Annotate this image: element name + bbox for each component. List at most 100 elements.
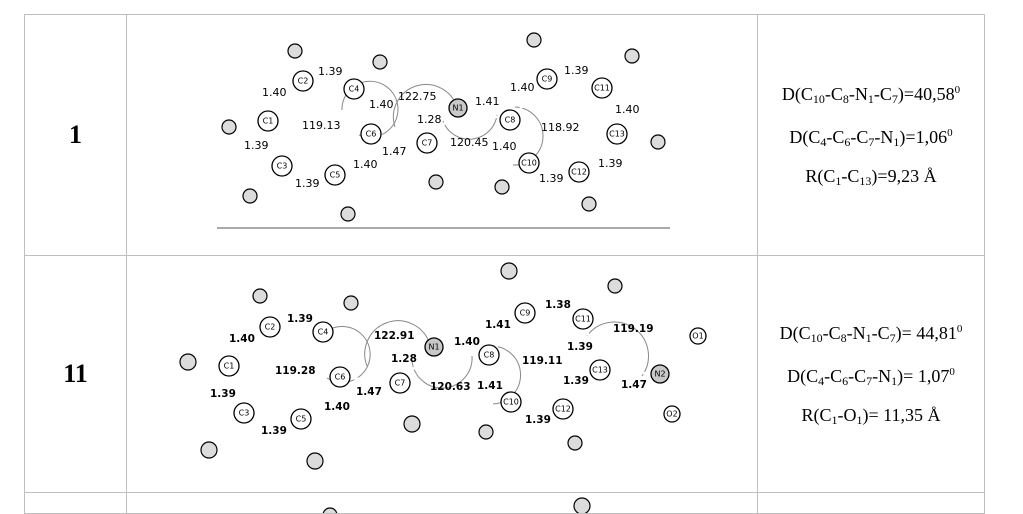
distance-c1-o1: R(C1-O1)= 11,35 Å: [801, 404, 941, 427]
atom-label: N2: [654, 370, 665, 379]
atom-label: C5: [296, 415, 307, 424]
svg-text:1.39: 1.39: [261, 425, 287, 437]
atom-label: C1: [224, 362, 235, 371]
svg-text:1.39: 1.39: [567, 341, 593, 353]
molecule-figure-1: C1 C2 C3 C4 C5 C6 C7 N1 C8: [126, 14, 758, 256]
svg-text:1.41: 1.41: [477, 380, 503, 392]
atom-label: C5: [330, 171, 341, 180]
svg-text:1.39: 1.39: [210, 388, 236, 400]
atom-label: C4: [318, 328, 329, 337]
atom-c9: [514, 302, 536, 324]
svg-text:1.47: 1.47: [382, 145, 407, 158]
dihedral-c10-c8-n1-c7: D(C10-C8-N1-C7)= 44,810: [779, 322, 963, 345]
heavy-atoms: C1 C2 C3 C4 C5 C6 C7 N1 C8: [257, 68, 628, 186]
svg-text:1.40: 1.40: [369, 98, 394, 111]
molecule-figure-11: C1 C2 C3 C4 C5 C6 C7 N1 C8: [126, 255, 758, 493]
atom-label: C8: [505, 116, 516, 125]
svg-text:118.92: 118.92: [541, 121, 580, 134]
atom-n1: [448, 98, 468, 118]
atom-label: C11: [594, 84, 610, 93]
svg-text:1.39: 1.39: [287, 313, 313, 325]
atom-label: C9: [542, 75, 553, 84]
atom-label: C7: [395, 379, 406, 388]
atom-label: C12: [555, 405, 571, 414]
geometry-parameters-empty: [757, 492, 985, 514]
svg-text:119.11: 119.11: [522, 355, 563, 367]
atom-c8: [478, 344, 500, 366]
atom-label: C6: [366, 130, 377, 139]
svg-text:1.41: 1.41: [475, 95, 500, 108]
svg-text:1.47: 1.47: [621, 379, 647, 391]
compound-number-empty: [24, 492, 127, 514]
svg-text:1.40: 1.40: [454, 336, 480, 348]
svg-text:1.40: 1.40: [262, 86, 287, 99]
atom-c2: [259, 316, 281, 338]
atom-label: C7: [422, 139, 433, 148]
atom-label: C3: [239, 409, 250, 418]
atom-label: C13: [609, 130, 625, 139]
atom-c10: [500, 391, 522, 413]
atom-c10: [518, 152, 540, 174]
svg-text:1.40: 1.40: [324, 401, 350, 413]
atom-label: C2: [265, 323, 276, 332]
atom-c12: [552, 398, 574, 420]
svg-text:1.39: 1.39: [539, 172, 564, 185]
svg-text:1.39: 1.39: [564, 64, 589, 77]
atom-c7: [389, 372, 411, 394]
molecule-diagram: C1 C2 C3 C4 C5 C6 C7 N1 C8: [179, 262, 707, 470]
table-row: 11: [24, 255, 985, 493]
svg-text:122.91: 122.91: [374, 330, 415, 342]
atom-c13: [606, 123, 628, 145]
atom-n1: [424, 337, 444, 357]
dihedral-c4-c6-c7-n1: D(C4-C6-C7-N1)=1,060: [789, 126, 953, 149]
svg-text:1.40: 1.40: [492, 140, 517, 153]
atom-c5: [324, 164, 346, 186]
svg-text:1.41: 1.41: [485, 319, 511, 331]
atom-c11: [572, 308, 594, 330]
atom-label: C4: [349, 85, 360, 94]
atom-c3: [271, 155, 293, 177]
table-row: [24, 492, 985, 514]
bond-labels: 1.40 1.39 1.39 1.40 1.39 1.40 1.47 1.28 …: [244, 64, 640, 190]
molecule-figure-partial: [126, 492, 758, 514]
atom-o1: [689, 327, 707, 345]
svg-text:1.28: 1.28: [417, 113, 442, 126]
atom-label: C1: [263, 117, 274, 126]
angle-arc: [411, 355, 473, 389]
atom-c8: [499, 109, 521, 131]
atom-n2: [650, 364, 670, 384]
atom-c13: [589, 359, 611, 381]
dihedral-c4-c6-c7-n1: D(C4-C6-C7-N1)= 1,070: [787, 365, 955, 388]
atom-c1: [218, 355, 240, 377]
atom-c2: [292, 70, 314, 92]
atom-label: C12: [571, 168, 587, 177]
atom-label: C13: [592, 366, 608, 375]
svg-text:1.40: 1.40: [229, 333, 255, 345]
atom-c7: [416, 132, 438, 154]
svg-text:119.13: 119.13: [302, 119, 341, 132]
atom-label: C6: [335, 373, 346, 382]
svg-text:1.39: 1.39: [295, 177, 320, 190]
atom-c4: [343, 78, 365, 100]
atom-c9: [536, 68, 558, 90]
svg-text:119.19: 119.19: [613, 323, 654, 335]
svg-text:122.75: 122.75: [398, 90, 437, 103]
svg-text:120.45: 120.45: [450, 136, 489, 149]
atom-label: C2: [298, 77, 309, 86]
atom-c11: [591, 77, 613, 99]
svg-text:1.39: 1.39: [525, 414, 551, 426]
structures-table: 1: [24, 14, 985, 514]
svg-text:1.39: 1.39: [244, 139, 269, 152]
bonds: [228, 39, 659, 215]
svg-text:1.47: 1.47: [356, 386, 382, 398]
svg-text:1.39: 1.39: [563, 375, 589, 387]
dihedral-c10-c8-n1-c7: D(C10-C8-N1-C7)=40,580: [781, 83, 961, 106]
svg-text:1.39: 1.39: [598, 157, 623, 170]
atom-c1: [257, 110, 279, 132]
hydrogen-atoms: [221, 32, 666, 222]
angle-arc: [364, 320, 430, 367]
atom-c5: [290, 408, 312, 430]
svg-text:1.39: 1.39: [318, 65, 343, 78]
svg-text:1.38: 1.38: [545, 299, 571, 311]
atom-label: C10: [521, 159, 537, 168]
